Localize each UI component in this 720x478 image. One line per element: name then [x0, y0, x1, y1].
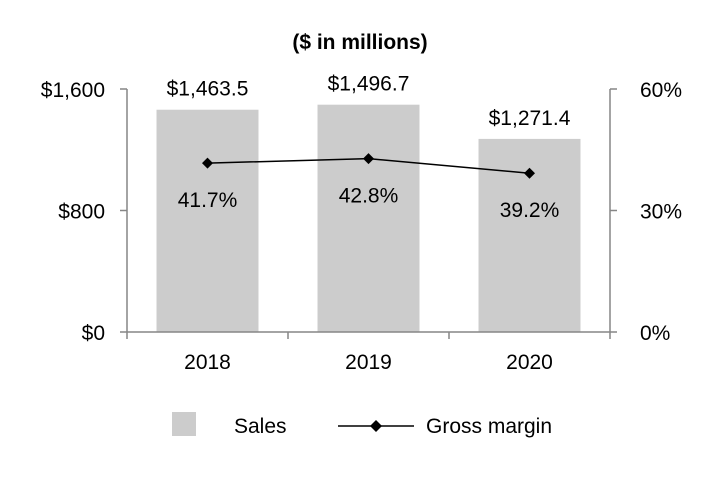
marker-gross-margin-2020	[524, 167, 535, 179]
bar-sales-2018	[156, 109, 259, 333]
x-tick-label: 2018	[184, 351, 231, 374]
data-label-gross-margin: 42.8%	[339, 185, 399, 208]
y-right-tick-label: 30%	[640, 201, 682, 224]
labels-layer: $1,463.5 $1,496.7 $1,271.4 41.7% 42.8% 39.2%	[167, 73, 571, 223]
data-label-sales: $1,463.5	[167, 78, 249, 101]
y-right-tick-label: 60%	[640, 79, 682, 102]
bars-layer	[156, 104, 581, 333]
y-left-tick-label: $800	[58, 201, 105, 224]
line-layer	[202, 153, 535, 179]
data-label-sales: $1,271.4	[489, 107, 571, 130]
chart-title: ($ in millions)	[292, 31, 427, 54]
data-label-gross-margin: 41.7%	[178, 189, 238, 212]
y-left-tick-label: $1,600	[41, 79, 105, 102]
x-tick-label: 2019	[345, 351, 392, 374]
y-right-tick-label: 0%	[640, 322, 670, 345]
legend: Sales Gross margin	[172, 412, 552, 438]
axes-layer: $0 $800 $1,600 0% 30% 60% 2018 2019 2020	[41, 79, 682, 374]
legend-gross-margin-label: Gross margin	[426, 415, 552, 438]
legend-sales-label: Sales	[234, 415, 287, 438]
bar-sales-2019	[317, 104, 420, 332]
data-label-sales: $1,496.7	[328, 73, 410, 96]
y-left-tick-label: $0	[82, 322, 105, 345]
marker-gross-margin-2019	[363, 153, 374, 165]
legend-gross-margin-marker	[370, 420, 382, 432]
data-label-gross-margin: 39.2%	[500, 199, 560, 222]
marker-gross-margin-2018	[202, 157, 213, 169]
legend-sales-swatch	[172, 412, 196, 436]
x-tick-label: 2020	[506, 351, 553, 374]
